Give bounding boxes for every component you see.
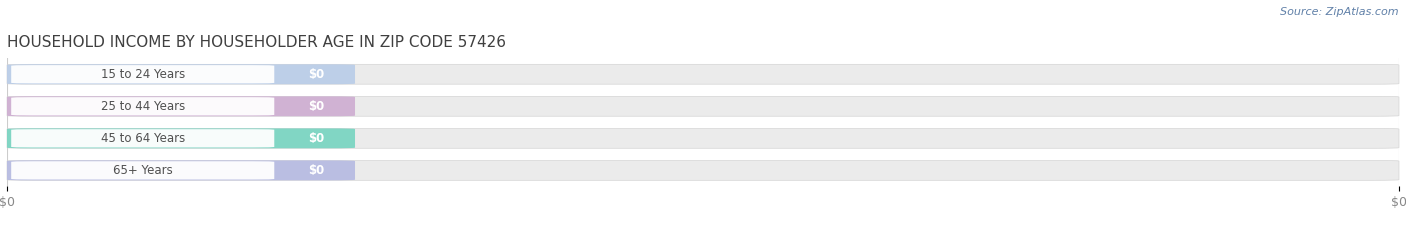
FancyBboxPatch shape <box>7 64 1399 84</box>
FancyBboxPatch shape <box>11 97 274 115</box>
Text: $0: $0 <box>308 68 325 81</box>
Text: HOUSEHOLD INCOME BY HOUSEHOLDER AGE IN ZIP CODE 57426: HOUSEHOLD INCOME BY HOUSEHOLDER AGE IN Z… <box>7 35 506 50</box>
FancyBboxPatch shape <box>7 161 354 180</box>
Text: 65+ Years: 65+ Years <box>112 164 173 177</box>
FancyBboxPatch shape <box>7 64 354 84</box>
Text: $0: $0 <box>308 132 325 145</box>
FancyBboxPatch shape <box>7 128 354 148</box>
FancyBboxPatch shape <box>11 161 274 179</box>
FancyBboxPatch shape <box>7 161 1399 180</box>
FancyBboxPatch shape <box>7 96 354 116</box>
FancyBboxPatch shape <box>7 128 1399 148</box>
FancyBboxPatch shape <box>11 65 274 83</box>
FancyBboxPatch shape <box>7 96 1399 116</box>
FancyBboxPatch shape <box>11 129 274 147</box>
Text: 45 to 64 Years: 45 to 64 Years <box>101 132 184 145</box>
Text: $0: $0 <box>308 100 325 113</box>
Text: $0: $0 <box>308 164 325 177</box>
Text: 15 to 24 Years: 15 to 24 Years <box>101 68 184 81</box>
Text: Source: ZipAtlas.com: Source: ZipAtlas.com <box>1281 7 1399 17</box>
Text: 25 to 44 Years: 25 to 44 Years <box>101 100 184 113</box>
